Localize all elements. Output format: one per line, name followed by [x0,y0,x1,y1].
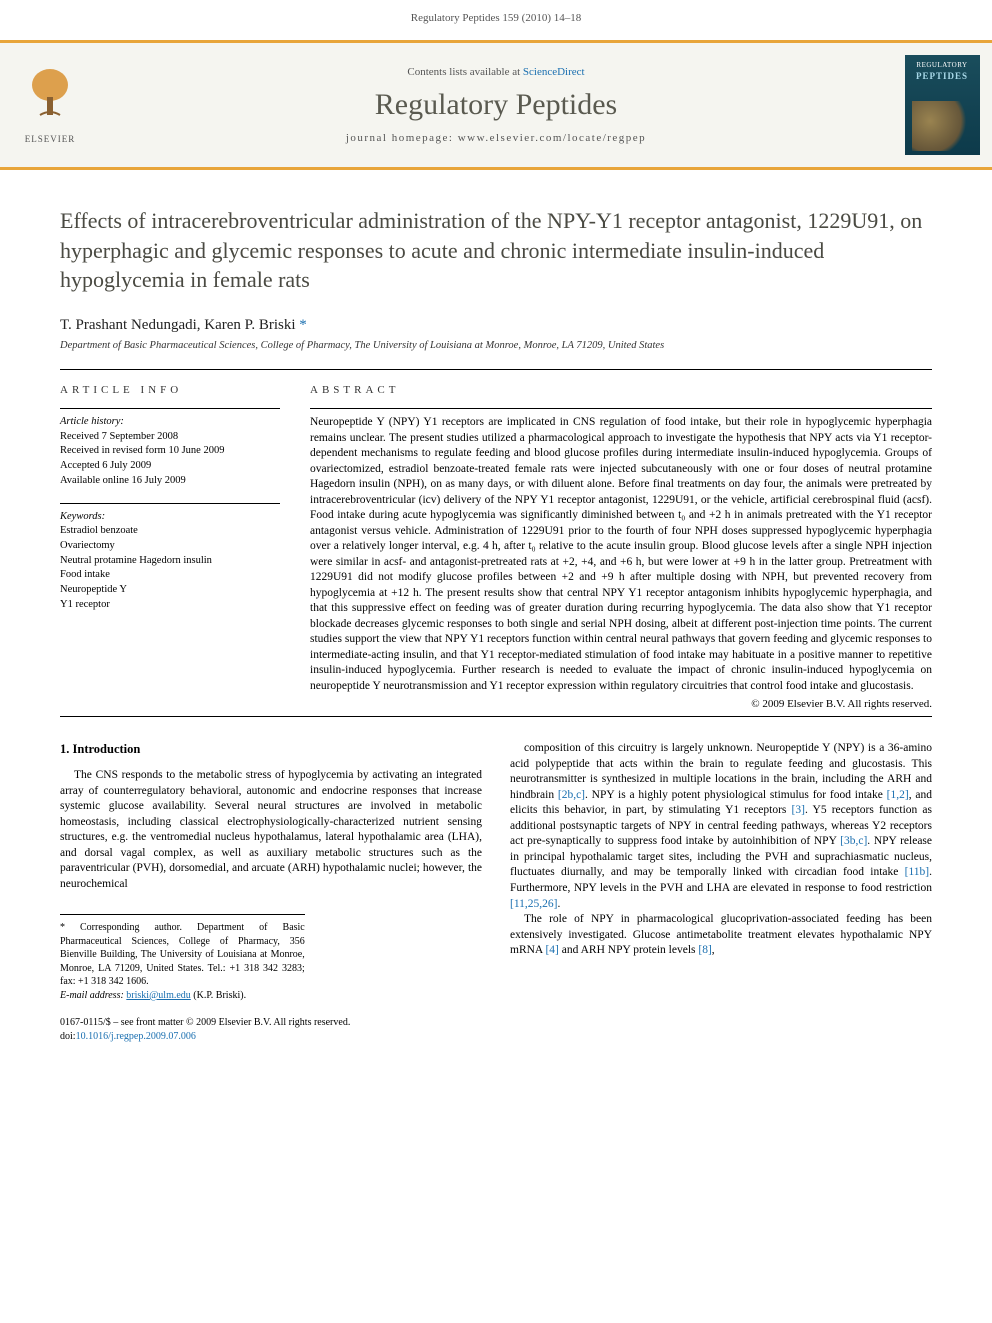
intro-heading: 1. Introduction [60,741,482,758]
ref-link[interactable]: [8] [698,944,711,956]
masthead-center: Contents lists available at ScienceDirec… [100,43,892,167]
publisher-logo-block: ELSEVIER [0,43,100,167]
online-date: Available online 16 July 2009 [60,474,280,489]
homepage-prefix: journal homepage: [346,132,458,144]
journal-cover-thumb: REGULATORY PEPTIDES [905,55,980,155]
keyword-item: Neuropeptide Y [60,583,280,598]
abstract-heading: abstract [310,384,932,396]
body-columns: 1. Introduction The CNS responds to the … [0,717,992,1002]
ref-link[interactable]: [4] [545,944,558,956]
homepage-url: www.elsevier.com/locate/regpep [458,132,646,144]
authors: T. Prashant Nedungadi, Karen P. Briski * [0,305,992,338]
revised-date: Received in revised form 10 June 2009 [60,444,280,459]
article-title-block: Effects of intracerebroventricular admin… [0,170,992,305]
affiliation: Department of Basic Pharmaceutical Scien… [0,338,992,351]
intro-para-2: The role of NPY in pharmacological gluco… [510,912,932,959]
intro-para-cont: composition of this circuitry is largely… [510,741,932,912]
keyword-item: Food intake [60,568,280,583]
accepted-date: Accepted 6 July 2009 [60,459,280,474]
keyword-item: Neutral protamine Hagedorn insulin [60,554,280,569]
abstract-copyright: © 2009 Elsevier B.V. All rights reserved… [310,698,932,710]
masthead: ELSEVIER Contents lists available at Sci… [0,40,992,170]
keyword-item: Y1 receptor [60,598,280,613]
article-info-column: article info Article history: Received 7… [60,384,280,710]
contents-line: Contents lists available at ScienceDirec… [407,66,584,78]
sciencedirect-link[interactable]: ScienceDirect [523,66,585,78]
body-column-left: 1. Introduction The CNS responds to the … [60,741,482,1002]
elsevier-logo: ELSEVIER [15,60,85,150]
corresponding-marker: * [299,317,307,333]
intro-para-1: The CNS responds to the metabolic stress… [60,768,482,892]
info-abstract-row: article info Article history: Received 7… [0,370,992,710]
ref-link[interactable]: [3] [792,804,805,816]
author-names: T. Prashant Nedungadi, Karen P. Briski [60,317,299,333]
doi-link[interactable]: 10.1016/j.regpep.2009.07.006 [76,1031,196,1042]
keyword-item: Estradiol benzoate [60,524,280,539]
text-run: . NPY is a highly potent physiological s… [585,789,887,801]
tree-icon [25,67,75,132]
history-block: Article history: Received 7 September 20… [60,408,280,488]
text-run: , [712,944,715,956]
email-line: E-mail address: briski@ulm.edu (K.P. Bri… [60,989,305,1003]
received-date: Received 7 September 2008 [60,430,280,445]
cover-block: REGULATORY PEPTIDES [892,43,992,167]
email-label: E-mail address: [60,990,126,1001]
email-link[interactable]: briski@ulm.edu [126,990,190,1001]
running-head: Regulatory Peptides 159 (2010) 14–18 [0,0,992,40]
ref-link[interactable]: [2b,c] [558,789,585,801]
keywords-label: Keywords: [60,510,280,525]
history-label: Article history: [60,415,280,430]
body-column-right: composition of this circuitry is largely… [510,741,932,1002]
abstract-text: Neuropeptide Y (NPY) Y1 receptors are im… [310,408,932,694]
cover-art [912,101,972,151]
front-matter-line: 0167-0115/$ – see front matter © 2009 El… [60,1016,932,1030]
info-heading: article info [60,384,280,396]
doi-line: doi:10.1016/j.regpep.2009.07.006 [60,1030,932,1044]
email-suffix: (K.P. Briski). [191,990,246,1001]
contents-prefix: Contents lists available at [407,66,522,78]
homepage-line: journal homepage: www.elsevier.com/locat… [346,132,646,144]
journal-title: Regulatory Peptides [375,88,617,122]
keyword-item: Ovariectomy [60,539,280,554]
keywords-block: Keywords: Estradiol benzoate Ovariectomy… [60,503,280,613]
ref-link[interactable]: [11,25,26] [510,898,557,910]
corresponding-footnote: * Corresponding author. Department of Ba… [60,914,305,1002]
ref-link[interactable]: [1,2] [887,789,909,801]
article-title: Effects of intracerebroventricular admin… [60,206,932,295]
corr-author-text: * Corresponding author. Department of Ba… [60,921,305,989]
text-run: and ARH NPY protein levels [559,944,698,956]
text-run: . [557,898,560,910]
cover-label: REGULATORY [916,61,967,69]
cover-title: PEPTIDES [916,71,968,81]
page-footer: 0167-0115/$ – see front matter © 2009 El… [0,1002,992,1061]
ref-link[interactable]: [11b] [905,866,929,878]
publisher-name: ELSEVIER [25,134,76,144]
abstract-column: abstract Neuropeptide Y (NPY) Y1 recepto… [310,384,932,710]
ref-link[interactable]: [3b,c] [840,835,867,847]
doi-prefix: doi: [60,1031,76,1042]
